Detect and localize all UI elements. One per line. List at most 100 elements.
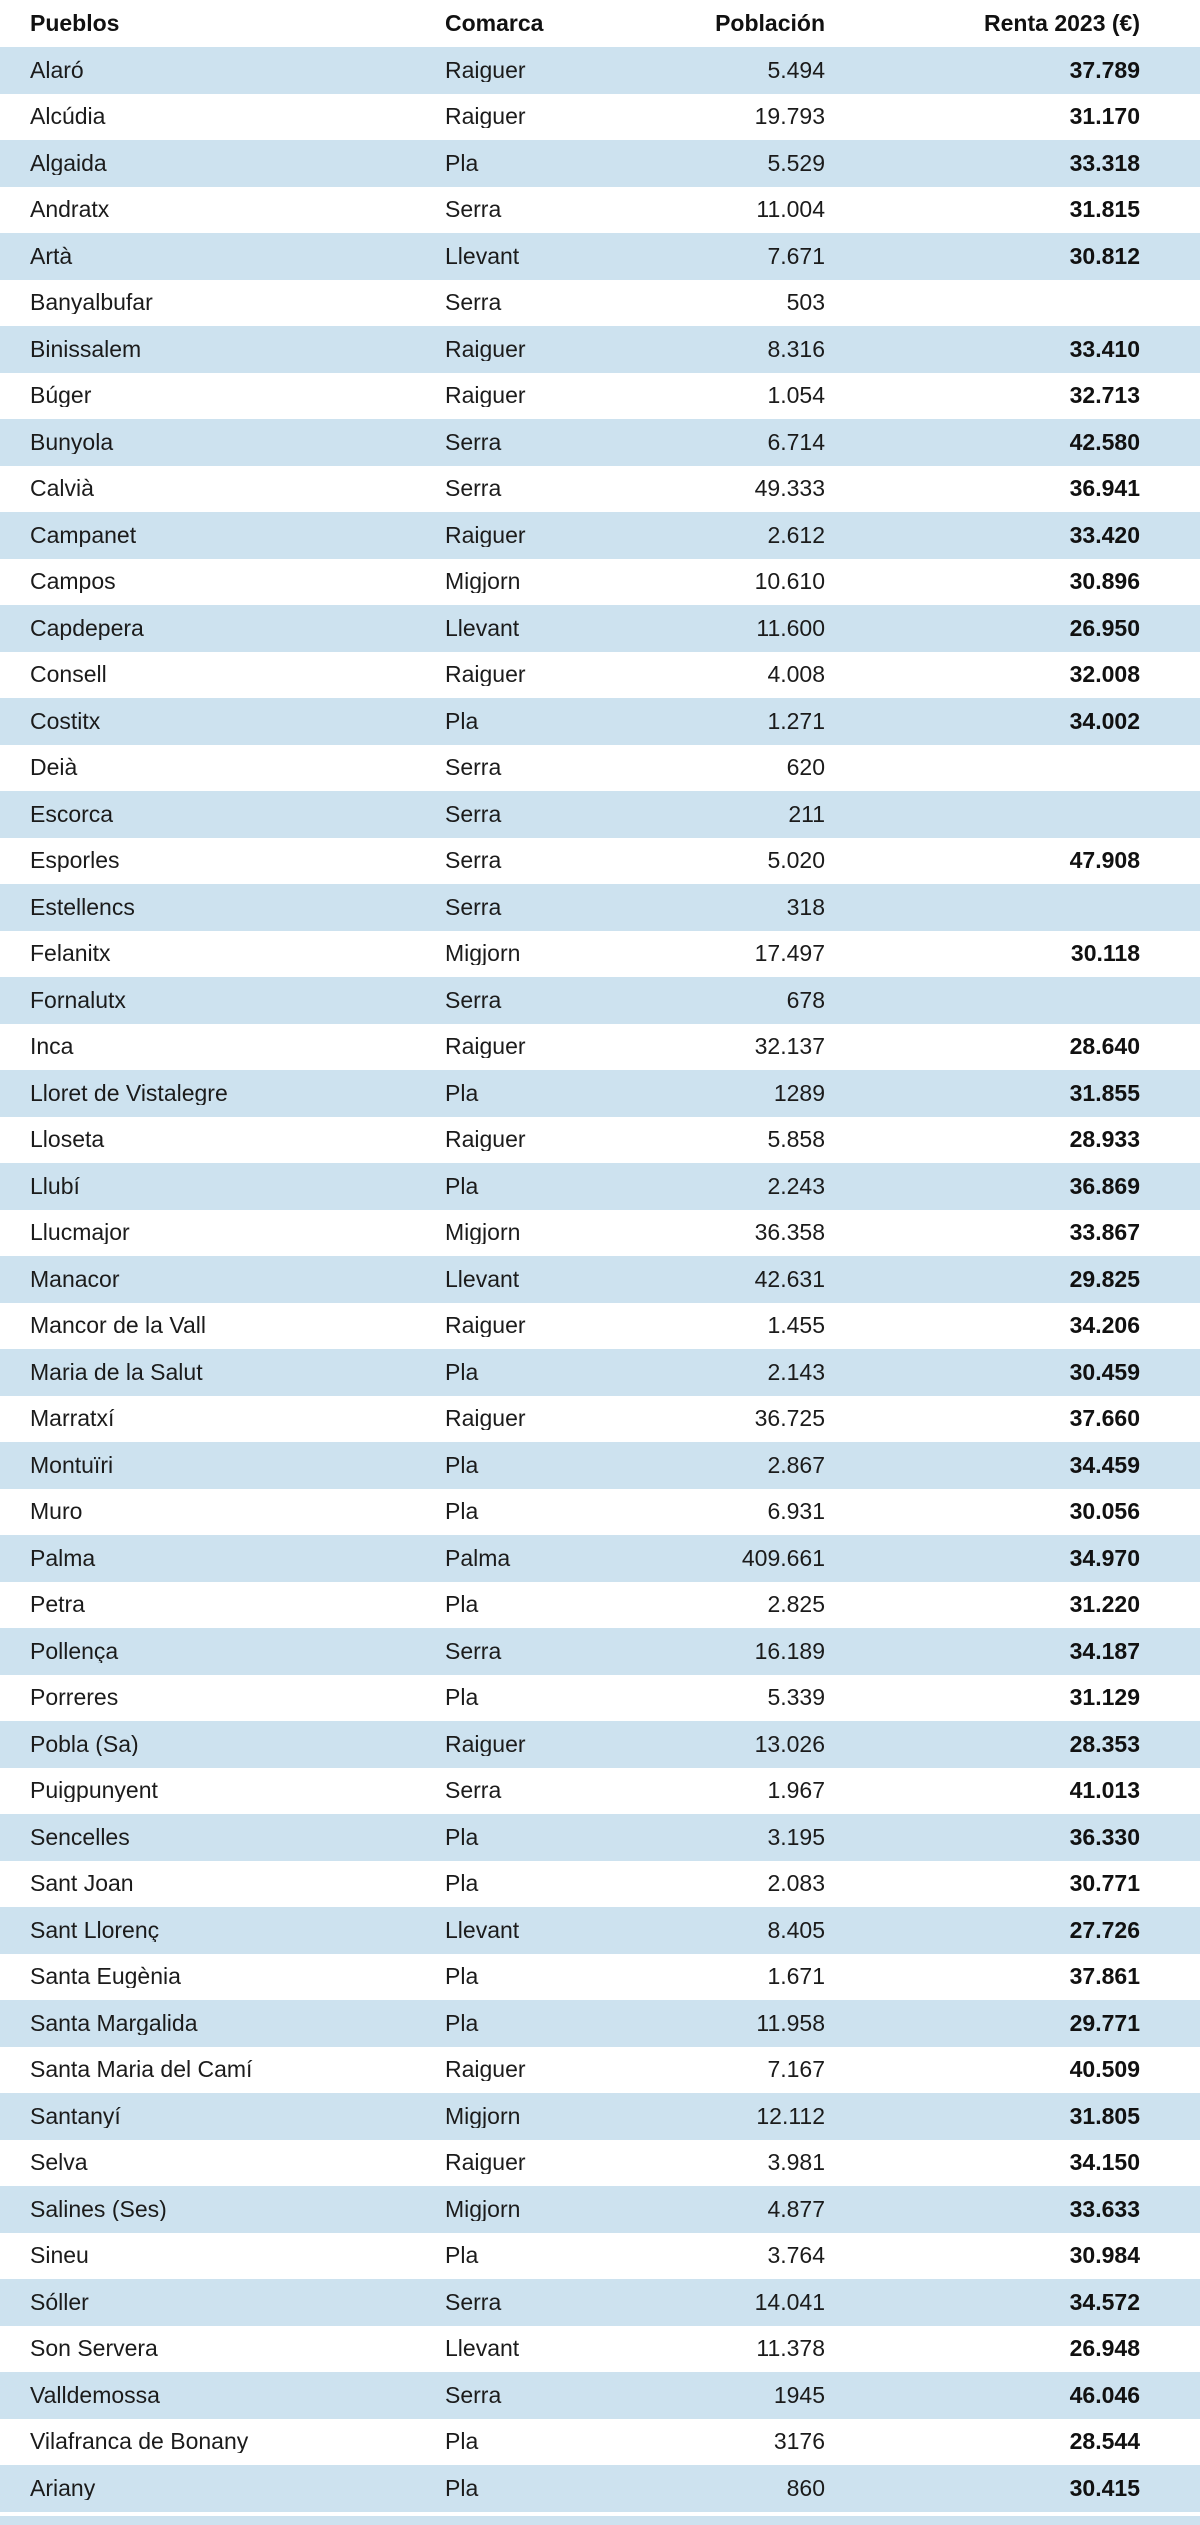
cell-pueblo: Sant Llorenç xyxy=(30,1918,160,1942)
cell-poblacion: 1.967 xyxy=(767,1777,825,1804)
table-row: Son Servera Llevant 11.378 26.948 xyxy=(0,2326,1200,2373)
cell-comarca: Raiguer xyxy=(445,1732,526,1756)
cell-poblacion: 7.167 xyxy=(767,2056,825,2083)
cell-comarca: Serra xyxy=(445,291,502,315)
cell-poblacion: 2.143 xyxy=(767,1358,825,1385)
cell-poblacion: 2.867 xyxy=(767,1451,825,1478)
table-row: Petra Pla 2.825 31.220 xyxy=(0,1582,1200,1629)
cell-renta: 34.150 xyxy=(1069,2149,1140,2176)
cell-comarca: Serra xyxy=(445,756,502,780)
cell-comarca: Llevant xyxy=(445,1918,520,1942)
cell-pueblo: Vilafranca de Bonany xyxy=(30,2430,249,2454)
cell-renta: 32.008 xyxy=(1069,661,1140,688)
cell-pueblo: Alcúdia xyxy=(30,105,106,129)
cell-renta: 33.867 xyxy=(1069,1219,1140,1246)
column-header-pueblos: Pueblos xyxy=(30,12,120,35)
cell-renta: 30.896 xyxy=(1069,568,1140,595)
cell-pueblo: Fornalutx xyxy=(30,988,126,1012)
cell-comarca: Pla xyxy=(445,1825,479,1849)
cell-comarca: Pla xyxy=(445,1872,479,1896)
cell-renta: 26.950 xyxy=(1069,614,1140,641)
cell-pueblo: Pobla (Sa) xyxy=(30,1732,139,1756)
cell-renta: 37.660 xyxy=(1069,1405,1140,1432)
cell-pueblo: Marratxí xyxy=(30,1407,115,1431)
table-header: Pueblos Comarca Población Renta 2023 (€) xyxy=(0,0,1200,47)
cell-pueblo: Capdepera xyxy=(30,616,144,640)
cell-poblacion: 10.610 xyxy=(754,568,825,595)
cell-poblacion: 11.958 xyxy=(756,2009,825,2036)
cell-renta: 36.330 xyxy=(1069,1823,1140,1850)
cell-pueblo: Ariany xyxy=(30,2476,96,2500)
cell-renta: 28.933 xyxy=(1069,1126,1140,1153)
table-row: Campos Migjorn 10.610 30.896 xyxy=(0,559,1200,606)
cell-renta: 42.580 xyxy=(1069,428,1140,455)
table-row: Pobla (Sa) Raiguer 13.026 28.353 xyxy=(0,1721,1200,1768)
table-row: Bunyola Serra 6.714 42.580 xyxy=(0,419,1200,466)
cell-pueblo: Banyalbufar xyxy=(30,291,153,315)
cell-pueblo: Escorca xyxy=(30,802,114,826)
table-row: Mancor de la Vall Raiguer 1.455 34.206 xyxy=(0,1303,1200,1350)
cell-poblacion: 860 xyxy=(786,2474,825,2501)
cell-poblacion: 13.026 xyxy=(754,1730,825,1757)
cell-comarca: Pla xyxy=(445,709,479,733)
cell-renta: 31.815 xyxy=(1069,196,1140,223)
cell-poblacion: 36.725 xyxy=(754,1405,825,1432)
cell-poblacion: 2.612 xyxy=(767,521,825,548)
cell-pueblo: Campos xyxy=(30,570,116,594)
cell-pueblo: Sineu xyxy=(30,2244,89,2268)
cell-comarca: Migjorn xyxy=(445,942,521,966)
table-row: Campanet Raiguer 2.612 33.420 xyxy=(0,512,1200,559)
cell-comarca: Pla xyxy=(445,1081,479,1105)
cell-comarca: Migjorn xyxy=(445,570,521,594)
cell-pueblo: Felanitx xyxy=(30,942,111,966)
table-row: Felanitx Migjorn 17.497 30.118 xyxy=(0,931,1200,978)
cell-comarca: Serra xyxy=(445,477,502,501)
cell-pueblo: Selva xyxy=(30,2151,88,2175)
cell-comarca: Serra xyxy=(445,849,502,873)
table-row: Sencelles Pla 3.195 36.330 xyxy=(0,1814,1200,1861)
table-row: Santa Margalida Pla 11.958 29.771 xyxy=(0,2000,1200,2047)
cell-pueblo: Campanet xyxy=(30,523,137,547)
cell-poblacion: 5.339 xyxy=(767,1684,825,1711)
cell-renta: 32.713 xyxy=(1069,382,1140,409)
table-row: Consell Raiguer 4.008 32.008 xyxy=(0,652,1200,699)
cell-comarca: Serra xyxy=(445,988,502,1012)
cell-renta: 28.640 xyxy=(1069,1033,1140,1060)
cell-comarca: Migjorn xyxy=(445,2104,521,2128)
table-row: Manacor Llevant 42.631 29.825 xyxy=(0,1256,1200,1303)
cell-pueblo: Muro xyxy=(30,1500,83,1524)
cell-renta: 31.170 xyxy=(1069,103,1140,130)
column-header-poblacion: Población xyxy=(715,10,825,36)
cell-renta: 26.948 xyxy=(1069,2335,1140,2362)
cell-comarca: Pla xyxy=(445,1174,479,1198)
cell-pueblo: Calvià xyxy=(30,477,94,501)
cell-renta: 37.861 xyxy=(1069,1963,1140,1990)
cell-comarca: Llevant xyxy=(445,2337,520,2361)
cell-poblacion: 5.858 xyxy=(767,1126,825,1153)
cell-poblacion: 2.825 xyxy=(767,1591,825,1618)
cell-poblacion: 1.054 xyxy=(767,382,825,409)
table-row: Artà Llevant 7.671 30.812 xyxy=(0,233,1200,280)
table-row: Deià Serra 620 xyxy=(0,745,1200,792)
cell-renta: 33.410 xyxy=(1069,335,1140,362)
cell-renta: 40.509 xyxy=(1069,2056,1140,2083)
cell-pueblo: Santa Eugènia xyxy=(30,1965,181,1989)
cell-comarca: Raiguer xyxy=(445,523,526,547)
cell-renta: 47.908 xyxy=(1069,847,1140,874)
table-row: Santa Eugènia Pla 1.671 37.861 xyxy=(0,1954,1200,2001)
cell-comarca: Llevant xyxy=(445,244,520,268)
cell-pueblo: Salines (Ses) xyxy=(30,2197,167,2221)
cell-pueblo: Santa Margalida xyxy=(30,2011,198,2035)
cell-renta: 46.046 xyxy=(1069,2381,1140,2408)
cell-poblacion: 3.764 xyxy=(767,2242,825,2269)
cell-comarca: Pla xyxy=(445,1500,479,1524)
cell-renta: 31.805 xyxy=(1069,2102,1140,2129)
cell-pueblo: Pollença xyxy=(30,1639,119,1663)
table-row: Búger Raiguer 1.054 32.713 xyxy=(0,373,1200,420)
cell-renta: 34.206 xyxy=(1069,1312,1140,1339)
cell-comarca: Pla xyxy=(445,1686,479,1710)
table-row: Montuïri Pla 2.867 34.459 xyxy=(0,1442,1200,1489)
cell-poblacion: 3176 xyxy=(773,2428,825,2455)
cell-poblacion: 11.004 xyxy=(756,196,825,223)
cell-renta: 30.415 xyxy=(1069,2474,1140,2501)
